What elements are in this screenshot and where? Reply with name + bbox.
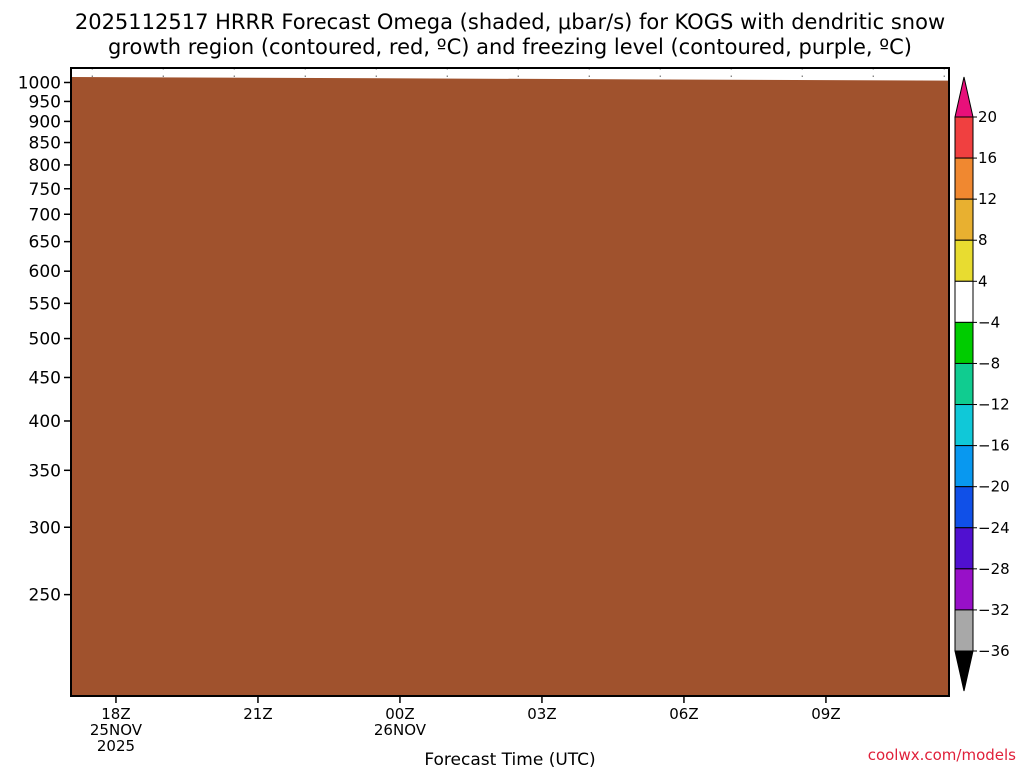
colorbar-band [954,568,974,611]
y-axis: 2503003504004505005506006507007508008509… [18,73,71,606]
colorbar-label: 16 [978,149,997,167]
colorbar-band [954,239,974,282]
x-axis-label: Forecast Time (UTC) [424,750,595,768]
colorbar-under-arrow [954,650,974,692]
colorbar-label: −20 [978,478,1010,496]
y-tick-label-350: 350 [29,461,61,481]
x-tick-label: 06Z [669,705,698,723]
colorbar-label: −36 [978,642,1010,660]
y-tick-label-750: 750 [29,180,61,200]
y-tick-label-550: 550 [29,294,61,314]
x-tick-label: 03Z [527,705,556,723]
y-tick-label-900: 900 [29,112,61,132]
colorbar-band [954,445,974,488]
y-tick-label-650: 650 [29,233,61,253]
colorbar-label: −8 [978,354,1000,372]
colorbar-label: −32 [978,601,1010,619]
colorbar-label: −4 [978,313,1000,331]
x-tick-label: 00Z [385,705,414,723]
y-tick-label-450: 450 [29,368,61,388]
colorbar-label: 8 [978,231,988,249]
y-tick-label-600: 600 [29,262,61,282]
y-tick-label-700: 700 [29,205,61,225]
colorbar-band [954,609,974,652]
credit-text: coolwx.com/models [868,746,1016,764]
colorbar-band [954,362,974,406]
colorbar-band [954,404,974,447]
colorbar-label: 20 [978,108,997,126]
x-tick-label: 18Z [101,705,130,723]
colorbar-label: −12 [978,396,1010,414]
x-tick-label: 25NOV [90,721,143,739]
y-tick-label-400: 400 [29,412,61,432]
colorbar-band [954,198,974,241]
colorbar-label: −24 [978,519,1010,537]
colorbar-band [954,116,974,159]
colorbar-label: −28 [978,560,1010,578]
y-tick-label-950: 950 [29,92,61,112]
colorbar: 20 16 12 8 4 −4 −8 −12 −16 −20 −24 −28 −32 −36 [954,76,1010,692]
x-tick-label: 26NOV [374,721,427,739]
colorbar-label: −16 [978,437,1010,455]
ground-fill [71,76,949,696]
y-tick-label-300: 300 [29,518,61,538]
x-tick-label: 09Z [811,705,840,723]
y-tick-label-850: 850 [29,134,61,154]
x-tick-label: 2025 [97,737,135,755]
ground-surface [71,76,949,696]
y-tick-label-800: 800 [29,156,61,176]
colorbar-over-arrow [954,76,974,118]
colorbar-band [954,280,974,323]
x-tick-label: 21Z [243,705,272,723]
chart-title-line-1: 2025112517 HRRR Forecast Omega (shaded, … [75,10,945,34]
colorbar-band [954,486,974,529]
plot-frame [70,67,950,697]
colorbar-label: 12 [978,190,997,208]
colorbar-band [954,321,974,364]
colorbar-band [954,157,974,200]
y-tick-label-250: 250 [29,586,61,606]
colorbar-band [954,527,974,570]
y-tick-label-500: 500 [29,330,61,350]
chart-title-line-2: growth region (contoured, red, ºC) and f… [108,35,912,59]
y-tick-label-1000: 1000 [18,73,61,93]
colorbar-label: 4 [978,272,988,290]
